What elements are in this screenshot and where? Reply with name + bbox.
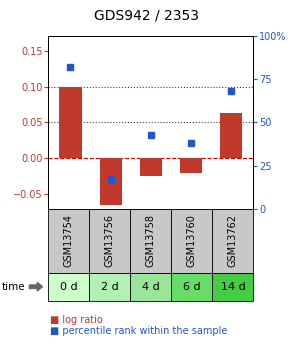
Bar bbox=[140, 158, 162, 176]
Text: 0 d: 0 d bbox=[60, 282, 78, 292]
Bar bbox=[180, 158, 202, 173]
Text: ■ log ratio: ■ log ratio bbox=[50, 315, 103, 325]
Text: time: time bbox=[1, 282, 25, 292]
Text: GDS942 / 2353: GDS942 / 2353 bbox=[94, 9, 199, 23]
Bar bbox=[59, 87, 81, 158]
Text: GSM13754: GSM13754 bbox=[64, 214, 74, 267]
Bar bbox=[220, 113, 242, 158]
Text: GSM13760: GSM13760 bbox=[187, 214, 197, 267]
Text: 4 d: 4 d bbox=[142, 282, 160, 292]
Text: GSM13758: GSM13758 bbox=[146, 214, 156, 267]
Text: GSM13756: GSM13756 bbox=[105, 214, 115, 267]
Bar bbox=[100, 158, 122, 205]
Text: GSM13762: GSM13762 bbox=[228, 214, 238, 267]
Text: 14 d: 14 d bbox=[221, 282, 245, 292]
Text: 6 d: 6 d bbox=[183, 282, 201, 292]
Text: ■ percentile rank within the sample: ■ percentile rank within the sample bbox=[50, 326, 227, 336]
Text: 2 d: 2 d bbox=[101, 282, 119, 292]
